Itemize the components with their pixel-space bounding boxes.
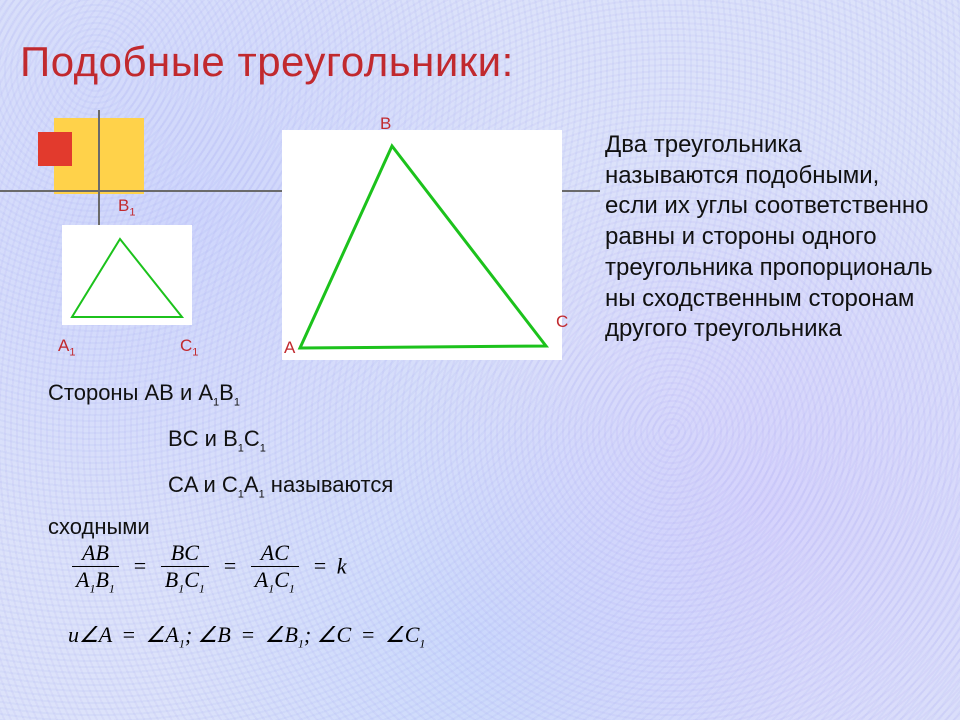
definition-text: Два треугольника называются подобными, е…: [605, 130, 935, 345]
sides-line-4: сходными: [48, 514, 150, 540]
sides-line-1: Стороны AB и A1B1: [48, 380, 240, 408]
vertex-label-c: C: [556, 312, 568, 332]
vertex-label-b1: B1: [118, 196, 135, 218]
vertex-label-a: A: [284, 338, 295, 358]
triangle-large-box: [282, 130, 562, 360]
triangle-large: [282, 130, 562, 360]
vertex-label-c1: C1: [180, 336, 198, 358]
triangle-small: [62, 225, 192, 325]
decor-square-red: [38, 132, 72, 166]
sides-line-2: BC и B1C1: [168, 426, 266, 454]
angle-formula: u∠A = ∠A1; ∠B = ∠B1; ∠C = ∠C1: [68, 622, 425, 651]
sides-line-3: CA и C1A1 называются: [168, 472, 393, 500]
vertex-label-b: B: [380, 114, 391, 134]
ratio-formula: AB A1B1 = BC B1C1 = AC A1C1 = k: [68, 540, 347, 596]
triangle-small-box: [62, 225, 192, 325]
page-title: Подобные треугольники:: [20, 38, 514, 86]
vertex-label-a1: A1: [58, 336, 75, 358]
